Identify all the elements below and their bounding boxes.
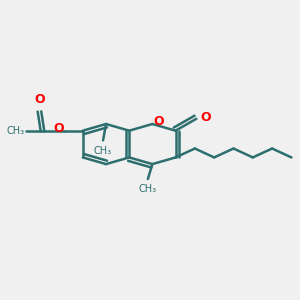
Text: CH₃: CH₃	[94, 146, 112, 156]
Text: O: O	[34, 93, 45, 106]
Text: O: O	[201, 111, 212, 124]
Text: CH₃: CH₃	[7, 126, 25, 136]
Text: CH₃: CH₃	[139, 184, 157, 194]
Text: O: O	[154, 115, 164, 128]
Text: O: O	[53, 122, 64, 135]
